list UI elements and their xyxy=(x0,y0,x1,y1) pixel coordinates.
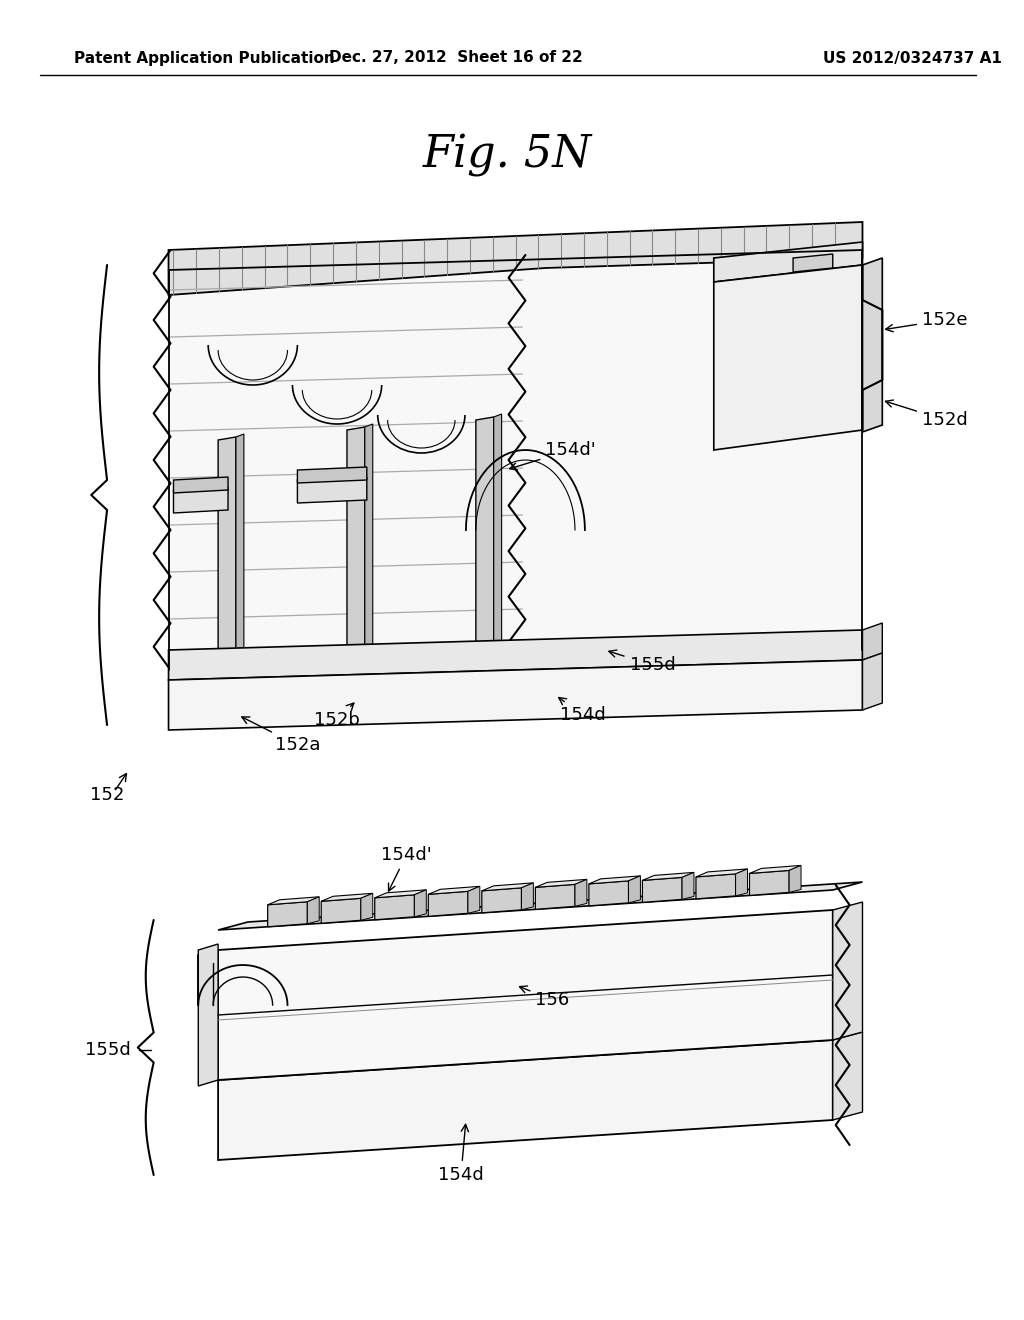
Polygon shape xyxy=(173,477,228,492)
Polygon shape xyxy=(696,874,735,899)
Polygon shape xyxy=(322,899,360,923)
Text: 154d': 154d' xyxy=(510,441,596,470)
Polygon shape xyxy=(862,257,883,432)
Polygon shape xyxy=(750,866,801,874)
Text: 152d: 152d xyxy=(886,400,968,429)
Polygon shape xyxy=(360,894,373,920)
Polygon shape xyxy=(476,417,494,673)
Polygon shape xyxy=(169,222,862,294)
Polygon shape xyxy=(415,890,426,917)
Polygon shape xyxy=(169,660,862,730)
Polygon shape xyxy=(218,1040,833,1160)
Polygon shape xyxy=(642,878,682,903)
Polygon shape xyxy=(199,944,218,1086)
Polygon shape xyxy=(307,896,319,924)
Text: Patent Application Publication: Patent Application Publication xyxy=(75,50,335,66)
Polygon shape xyxy=(833,1032,862,1119)
Polygon shape xyxy=(375,895,415,920)
Polygon shape xyxy=(428,886,480,895)
Text: 154d': 154d' xyxy=(381,846,432,891)
Polygon shape xyxy=(347,426,365,682)
Polygon shape xyxy=(322,894,373,902)
Text: 156: 156 xyxy=(519,986,569,1008)
Text: 152e: 152e xyxy=(886,312,968,331)
Polygon shape xyxy=(468,886,480,913)
Polygon shape xyxy=(833,902,862,1040)
Polygon shape xyxy=(862,653,883,710)
Polygon shape xyxy=(173,487,228,513)
Polygon shape xyxy=(575,879,587,907)
Text: 152: 152 xyxy=(90,785,124,804)
Text: 154d: 154d xyxy=(438,1125,484,1184)
Text: Dec. 27, 2012  Sheet 16 of 22: Dec. 27, 2012 Sheet 16 of 22 xyxy=(329,50,583,66)
Polygon shape xyxy=(428,891,468,916)
Polygon shape xyxy=(236,434,244,690)
Polygon shape xyxy=(218,909,833,1080)
Polygon shape xyxy=(735,869,748,896)
Polygon shape xyxy=(297,477,367,503)
Polygon shape xyxy=(642,873,694,880)
Polygon shape xyxy=(494,414,502,671)
Polygon shape xyxy=(267,902,307,927)
Polygon shape xyxy=(99,210,892,730)
Text: 152b: 152b xyxy=(314,704,360,729)
Polygon shape xyxy=(750,870,790,895)
Polygon shape xyxy=(482,888,521,913)
Polygon shape xyxy=(862,623,883,660)
Text: Fig. 5N: Fig. 5N xyxy=(423,133,592,177)
Polygon shape xyxy=(169,249,862,671)
Polygon shape xyxy=(629,876,640,903)
Text: 152a: 152a xyxy=(242,717,321,754)
Polygon shape xyxy=(536,879,587,887)
Polygon shape xyxy=(794,253,833,272)
Polygon shape xyxy=(297,467,367,483)
Polygon shape xyxy=(536,884,575,909)
Polygon shape xyxy=(482,883,534,891)
Polygon shape xyxy=(169,630,862,680)
Polygon shape xyxy=(365,424,373,680)
Text: 155d: 155d xyxy=(609,649,675,675)
Polygon shape xyxy=(267,896,319,904)
Text: US 2012/0324737 A1: US 2012/0324737 A1 xyxy=(822,50,1001,66)
Polygon shape xyxy=(589,880,629,906)
Polygon shape xyxy=(375,890,426,898)
Polygon shape xyxy=(218,882,862,931)
Polygon shape xyxy=(218,1012,862,1060)
Text: 154d: 154d xyxy=(559,697,606,723)
Polygon shape xyxy=(521,883,534,909)
Polygon shape xyxy=(696,869,748,876)
Polygon shape xyxy=(714,265,862,450)
Polygon shape xyxy=(218,437,236,693)
Polygon shape xyxy=(790,866,801,892)
Polygon shape xyxy=(129,820,932,1230)
Text: 155d: 155d xyxy=(85,1041,131,1059)
Polygon shape xyxy=(714,242,862,282)
Polygon shape xyxy=(589,876,640,884)
Polygon shape xyxy=(682,873,694,899)
